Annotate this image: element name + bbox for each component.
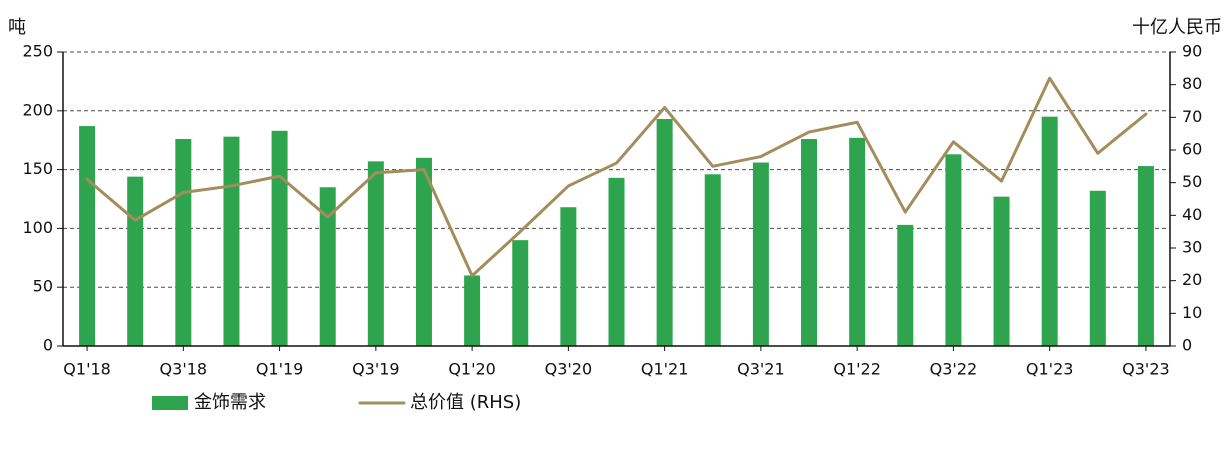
left-axis-tick-label: 250 (22, 42, 53, 61)
bar (1090, 191, 1106, 346)
bar (849, 138, 865, 346)
right-axis-tick-label: 0 (1182, 336, 1192, 355)
x-axis-tick-label: Q3'23 (1122, 360, 1170, 379)
bar (705, 174, 721, 346)
right-axis-tick-label: 40 (1182, 205, 1202, 224)
x-axis-tick-label: Q1'20 (448, 360, 496, 379)
x-axis-tick-label: Q1'21 (641, 360, 689, 379)
left-axis-tick-label: 150 (22, 159, 53, 178)
x-axis-tick-label: Q1'19 (256, 360, 304, 379)
bar (897, 225, 913, 346)
bar (657, 119, 673, 346)
left-axis-tick-label: 100 (22, 218, 53, 237)
right-axis-title: 十亿人民币 (1132, 17, 1222, 38)
bar (609, 178, 625, 346)
bar (753, 163, 769, 346)
bar (512, 240, 528, 346)
bar (272, 131, 288, 346)
right-axis-tick-label: 50 (1182, 172, 1202, 191)
left-axis-title: 吨 (8, 17, 26, 38)
right-axis-tick-label: 70 (1182, 107, 1202, 126)
x-axis-tick-label: Q3'18 (160, 360, 208, 379)
left-axis-tick-label: 0 (43, 336, 53, 355)
x-axis-tick-label: Q3'19 (352, 360, 400, 379)
left-axis-tick-label: 200 (22, 100, 53, 119)
right-axis-tick-label: 10 (1182, 303, 1202, 322)
x-axis-tick-label: Q3'20 (545, 360, 593, 379)
left-axis-tick-label: 50 (33, 277, 53, 296)
right-axis-tick-label: 20 (1182, 270, 1202, 289)
legend: 金饰需求 总价值 (RHS) (152, 392, 521, 413)
legend-line-label: 总价值 (RHS) (410, 392, 521, 413)
right-axis-tick-label: 80 (1182, 74, 1202, 93)
x-axis-tick-label: Q1'23 (1026, 360, 1074, 379)
bar (175, 139, 191, 346)
bar (560, 207, 576, 346)
right-axis-tick-label: 60 (1182, 140, 1202, 159)
bar (368, 161, 384, 346)
right-axis-tick-label: 30 (1182, 238, 1202, 257)
bar (464, 275, 480, 346)
bar (223, 137, 239, 346)
bar (945, 154, 961, 346)
bar (994, 197, 1010, 346)
x-axis-tick-label: Q3'22 (930, 360, 978, 379)
bar-series (79, 117, 1154, 346)
x-axis-tick-label: Q3'21 (737, 360, 785, 379)
legend-bar-label: 金饰需求 (194, 392, 266, 413)
x-axis-tick-label: Q1'18 (63, 360, 111, 379)
bar (1138, 166, 1154, 346)
bar (127, 177, 143, 346)
right-axis-tick-label: 90 (1182, 42, 1202, 61)
x-axis-tick-label: Q1'22 (833, 360, 881, 379)
bar (416, 158, 432, 346)
bar (801, 139, 817, 346)
bar (79, 126, 95, 346)
legend-bar-swatch (152, 396, 188, 410)
bar (1042, 117, 1058, 346)
